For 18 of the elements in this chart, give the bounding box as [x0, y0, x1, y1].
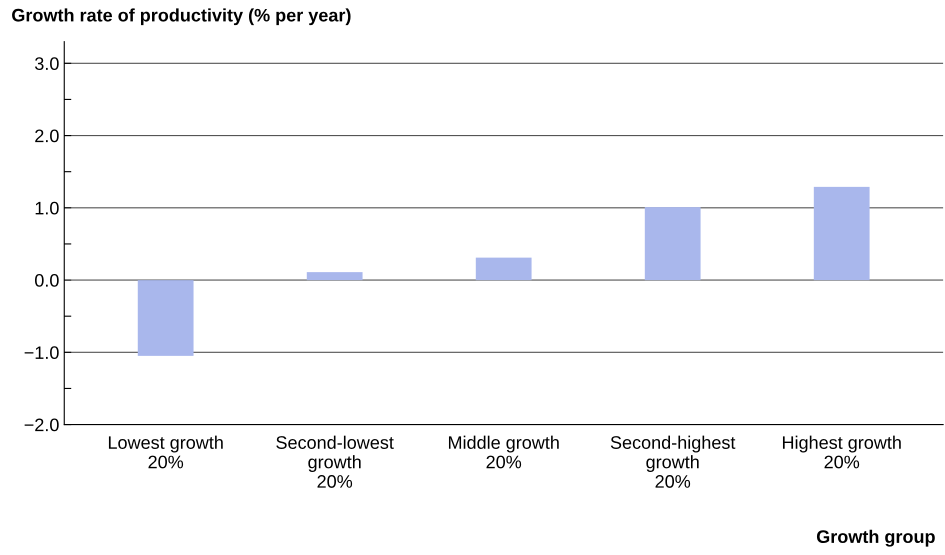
y-tick-label: 2.0	[35, 129, 59, 142]
x-tick-label: Lowest growth 20%	[108, 436, 223, 468]
x-tick-label: Highest growth 20%	[782, 436, 901, 468]
y-axis-title: Growth rate of productivity (% per year)	[12, 8, 351, 26]
y-tick-label: 0.0	[35, 274, 59, 287]
y-tick-label: −1.0	[24, 346, 59, 360]
y-tick-label: 1.0	[36, 202, 59, 215]
x-tick-label: Middle growth 20%	[448, 436, 559, 468]
bar	[644, 207, 701, 280]
bar	[306, 272, 363, 280]
bar	[814, 186, 870, 280]
x-tick-label: Second-highest growth 20%	[610, 436, 736, 488]
bar	[138, 280, 194, 356]
x-axis-title: Growth group	[816, 530, 935, 547]
y-tick-label: −2.0	[24, 418, 59, 432]
y-tick-label: 3.0	[34, 57, 59, 70]
x-tick-label: Second-lowest growth 20%	[276, 436, 394, 488]
bar	[476, 258, 532, 280]
